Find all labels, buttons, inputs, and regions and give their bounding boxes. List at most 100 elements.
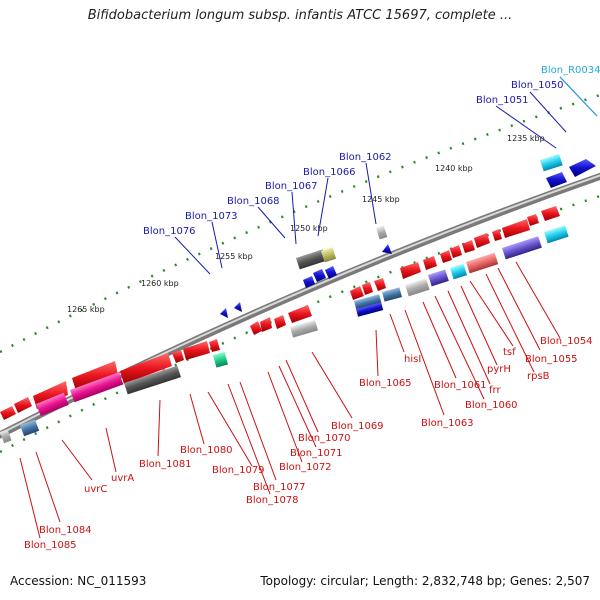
gene-box-pink[interactable] <box>36 392 69 417</box>
gene-label[interactable]: Blon_R0034 <box>541 65 600 76</box>
gene-label[interactable]: uvrC <box>84 484 107 495</box>
gene-box-salmon[interactable] <box>466 252 499 274</box>
gene-arrow-forward[interactable] <box>183 341 210 360</box>
accession-text: Accession: NC_011593 <box>10 574 147 588</box>
gene-arrow-forward[interactable] <box>274 315 286 329</box>
gene-arrow-forward[interactable] <box>474 233 490 248</box>
gene-box-khaki[interactable] <box>321 247 337 263</box>
gene-label[interactable]: Blon_1079 <box>212 465 265 476</box>
gene-arrow-forward[interactable] <box>14 397 32 413</box>
gene-label[interactable]: Blon_1077 <box>253 482 306 493</box>
top-label-connectors <box>174 76 598 275</box>
gene-arrow-reverse[interactable] <box>382 244 392 254</box>
gene-label[interactable]: Blon_1069 <box>331 421 384 432</box>
bottom-label-connectors <box>19 261 561 539</box>
gene-arrow-forward[interactable] <box>374 278 386 291</box>
gene-label[interactable]: Blon_1050 <box>511 80 564 91</box>
gene-box-purple[interactable] <box>428 269 449 287</box>
gene-arrow-forward[interactable] <box>502 219 530 238</box>
gene-label[interactable]: hisI <box>404 354 421 365</box>
gene-arrow-forward[interactable] <box>72 361 118 391</box>
gene-arrow-forward[interactable] <box>250 321 262 335</box>
gene-arrow-forward[interactable] <box>462 240 475 253</box>
gene-arrow-reverse[interactable] <box>325 266 337 279</box>
gene-box-grey[interactable] <box>0 429 12 444</box>
gene-arrow-forward[interactable] <box>400 262 421 279</box>
gene-label[interactable]: Blon_1080 <box>180 445 233 456</box>
gene-label[interactable]: Blon_1062 <box>339 152 392 163</box>
gene-label[interactable]: Blon_1066 <box>303 167 356 178</box>
gene-box-grey[interactable] <box>124 365 181 395</box>
gene-arrow-reverse[interactable] <box>303 276 315 288</box>
gene-box-teal[interactable] <box>213 351 228 368</box>
gene-arrow-forward[interactable] <box>440 250 452 263</box>
gene-arrow-forward[interactable] <box>172 350 184 363</box>
gene-label[interactable]: Blon_1071 <box>290 448 343 459</box>
gene-box-steel[interactable] <box>20 419 40 437</box>
ruler-label: 1240 kbp <box>435 164 473 173</box>
gene-arrow-forward[interactable] <box>288 305 312 323</box>
gene-label[interactable]: Blon_1051 <box>476 95 529 106</box>
gene-box-steel[interactable] <box>382 287 402 302</box>
gene-label[interactable]: Blon_1065 <box>359 378 412 389</box>
gene-box-purple[interactable] <box>501 236 542 260</box>
gene-box-grey[interactable] <box>289 319 319 338</box>
gene-label[interactable]: Blon_1070 <box>298 433 351 444</box>
gene-label[interactable]: Blon_1068 <box>227 196 280 207</box>
gene-arrow-forward[interactable] <box>260 317 272 332</box>
ruler-label: 1250 kbp <box>290 224 328 233</box>
ruler-label: 1265 kbp <box>67 305 105 314</box>
gene-arrow-forward[interactable] <box>350 286 364 300</box>
gene-arrow-reverse[interactable] <box>313 269 326 282</box>
gene-box-blue[interactable] <box>355 302 384 317</box>
gene-arrow-forward[interactable] <box>0 406 16 420</box>
ruler-label: 1235 kbp <box>507 134 545 143</box>
gene-box-cyan[interactable] <box>544 225 569 244</box>
gene-box-cyan[interactable] <box>540 153 563 172</box>
gene-box-pink[interactable] <box>69 372 124 403</box>
gene-label[interactable]: Blon_1084 <box>39 525 92 536</box>
gene-label[interactable]: frr <box>489 385 501 396</box>
gene-label[interactable]: Blon_1085 <box>24 540 77 551</box>
gene-arrow-reverse[interactable] <box>546 172 567 188</box>
gene-arrow-forward[interactable] <box>423 256 437 270</box>
gene-arrow-forward[interactable] <box>492 229 502 241</box>
gene-arrow-forward[interactable] <box>541 206 560 221</box>
bottom-labels: Blon_1054 Blon_1055 rpsB tsf pyrH frr Bl… <box>24 336 593 551</box>
gene-arrow-reverse[interactable] <box>234 302 242 312</box>
ruler-label: 1245 kbp <box>362 195 400 204</box>
map-title: Bifidobacterium longum subsp. infantis A… <box>87 8 513 23</box>
gene-box-darkgrey[interactable] <box>295 249 327 270</box>
gene-box-steel[interactable] <box>354 294 382 310</box>
gene-label[interactable]: Blon_1076 <box>143 226 196 237</box>
gene-label[interactable]: Blon_1060 <box>465 400 518 411</box>
gene-box-cyan[interactable] <box>450 263 468 280</box>
summary-text: Topology: circular; Length: 2,832,748 bp… <box>260 574 590 588</box>
gene-label[interactable]: Blon_1072 <box>279 462 332 473</box>
gene-label[interactable]: rpsB <box>527 371 550 382</box>
gene-label[interactable]: Blon_1063 <box>421 418 474 429</box>
gene-arrow-reverse[interactable] <box>569 159 596 177</box>
gene-label[interactable]: Blon_1055 <box>525 354 578 365</box>
gene-label[interactable]: tsf <box>503 347 516 358</box>
gene-arrow-forward[interactable] <box>362 282 373 295</box>
gene-label[interactable]: Blon_1081 <box>139 459 192 470</box>
gene-arrow-forward[interactable] <box>527 214 539 226</box>
gene-label[interactable]: uvrA <box>111 473 134 484</box>
gene-label[interactable]: Blon_1054 <box>540 336 593 347</box>
gene-arrow-forward[interactable] <box>120 353 172 384</box>
gene-box-grey[interactable] <box>405 278 430 297</box>
gene-arrow-reverse[interactable] <box>220 308 228 318</box>
gene-label[interactable]: Blon_1061 <box>434 380 487 391</box>
gene-label[interactable]: pyrH <box>487 364 511 375</box>
gene-label[interactable]: Blon_1073 <box>185 211 238 222</box>
gene-label[interactable]: Blon_1067 <box>265 181 318 192</box>
gene-box-grey[interactable] <box>376 225 388 240</box>
gene-label[interactable]: Blon_1078 <box>246 495 299 506</box>
reverse-strand-genes <box>220 153 596 318</box>
top-labels: Blon_R0034 Blon_1050 Blon_1051 Blon_1062… <box>143 65 600 237</box>
gene-arrow-forward[interactable] <box>450 245 462 258</box>
gene-arrow-forward[interactable] <box>209 339 220 352</box>
ruler-label: 1260 kbp <box>141 279 179 288</box>
